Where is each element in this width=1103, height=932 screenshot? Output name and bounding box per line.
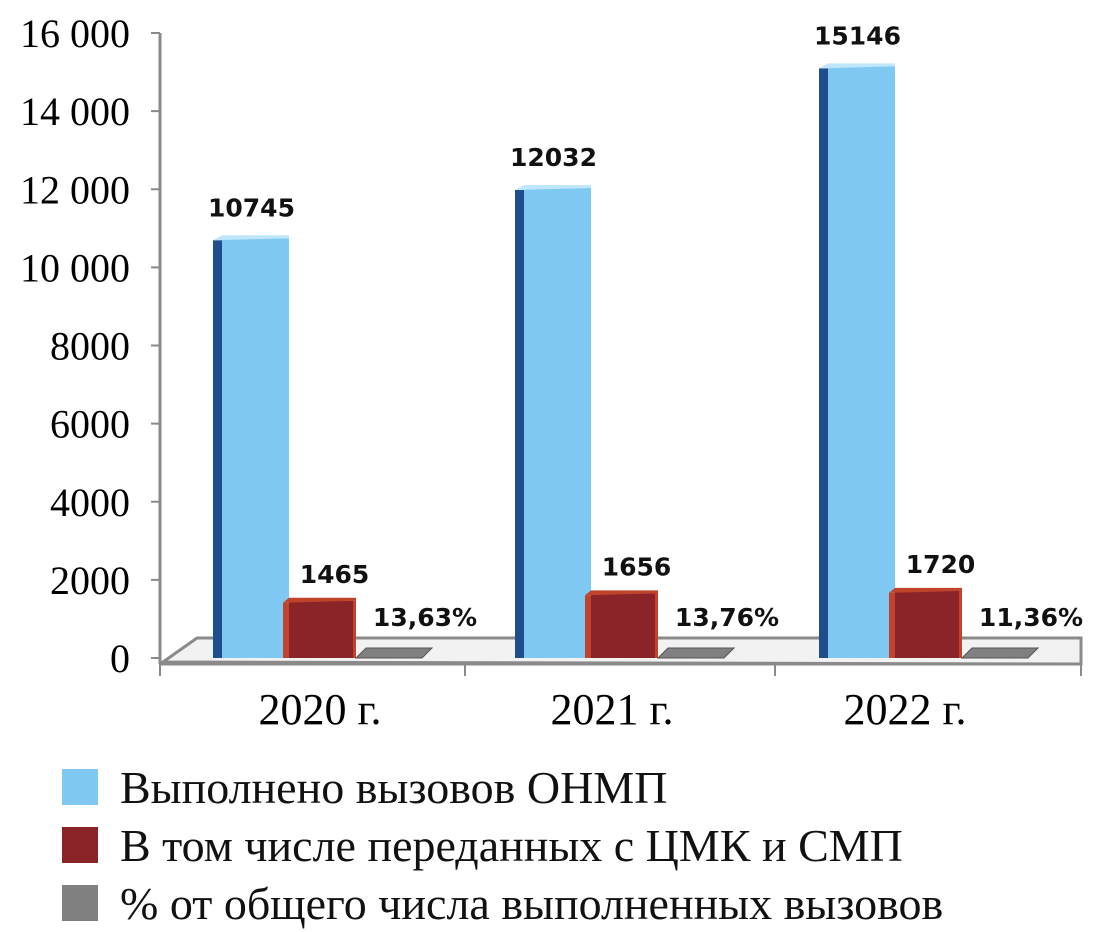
data-label-calls: 12032 [510,143,597,172]
bar-transferred-top [585,590,658,596]
data-label-transferred: 1720 [906,550,976,579]
x-tick-label: 2020 г. [258,685,381,734]
data-label-percent: 13,76% [675,603,779,632]
bar-transferred-edge [959,590,962,658]
data-label-calls: 10745 [208,193,295,222]
bar-transferred-top [889,587,962,593]
bar-calls-top [515,185,591,190]
bar-transferred-edge [353,600,356,658]
bar-percent [656,647,736,659]
bar-calls [515,185,591,658]
bar-calls-side [819,68,828,658]
data-label-calls: 15146 [814,21,901,50]
y-tick-label: 0 [110,636,130,681]
bar-transferred [889,587,962,658]
bar-calls-face [222,238,289,658]
x-tick-label: 2022 г. [843,685,966,734]
legend-swatch-transferred [62,827,98,863]
data-label-transferred: 1656 [602,552,672,581]
x-tick-label: 2021 г. [550,685,673,734]
bar-percent [354,647,434,659]
bar-percent-face [656,647,736,659]
bar-percent-face [960,647,1040,659]
chart-bars [213,63,1040,659]
legend-swatch-percent [62,885,98,921]
bar-transferred-side [283,602,289,658]
bar-calls-top [819,63,895,69]
legend-item-percent: % от общего числа выполненных вызовов [62,874,943,932]
legend-label-transferred: В том числе переданных с ЦМК и СМП [120,819,903,871]
bar-calls [213,235,289,658]
bar-transferred [283,597,356,658]
bar-transferred-face [289,600,356,658]
legend-swatch-calls [62,769,98,805]
chart-legend: Выполнено вызовов ОНМП В том числе перед… [62,758,943,932]
y-tick-label: 8000 [50,324,130,369]
bar-transferred-edge [655,593,658,658]
y-tick-label: 12 000 [20,167,130,212]
legend-item-calls: Выполнено вызовов ОНМП [62,758,943,816]
y-tick-label: 10 000 [20,245,130,290]
y-tick-label: 4000 [50,480,130,525]
data-label-percent: 13,63% [373,603,477,632]
legend-label-percent: % от общего числа выполненных вызовов [120,877,944,929]
bar-calls-face [524,188,591,658]
y-tick-label: 6000 [50,402,130,447]
bar-transferred-face [895,590,962,658]
y-tick-label: 14 000 [20,89,130,134]
bar-transferred-top [283,597,356,603]
bar-calls [819,63,895,658]
bar-chart: 0 2000 4000 6000 8000 10 000 12 000 14 000 16 00… [20,11,1083,734]
bar-calls-top [213,235,289,241]
bar-percent [960,647,1040,659]
chart-labels: 10745 12032 15146 1465 1656 1720 13,63% 13,76% 1… [208,21,1083,632]
data-label-transferred: 1465 [300,560,370,589]
legend-label-calls: Выполнено вызовов ОНМП [120,761,668,813]
bar-transferred-side [889,592,895,658]
y-tick-label: 16 000 [20,11,130,56]
bar-calls-side [515,190,524,658]
bar-transferred [585,590,658,658]
legend-item-transferred: В том числе переданных с ЦМК и СМП [62,816,943,874]
data-label-percent: 11,36% [979,603,1083,632]
bar-transferred-side [585,595,591,658]
y-tick-label: 2000 [50,558,130,603]
bar-calls-face [828,66,895,658]
bar-transferred-face [591,593,658,658]
chart-axes: 0 2000 4000 6000 8000 10 000 12 000 14 000 16 00… [20,11,1083,734]
bar-percent-face [354,647,434,659]
bar-calls-side [213,240,222,658]
